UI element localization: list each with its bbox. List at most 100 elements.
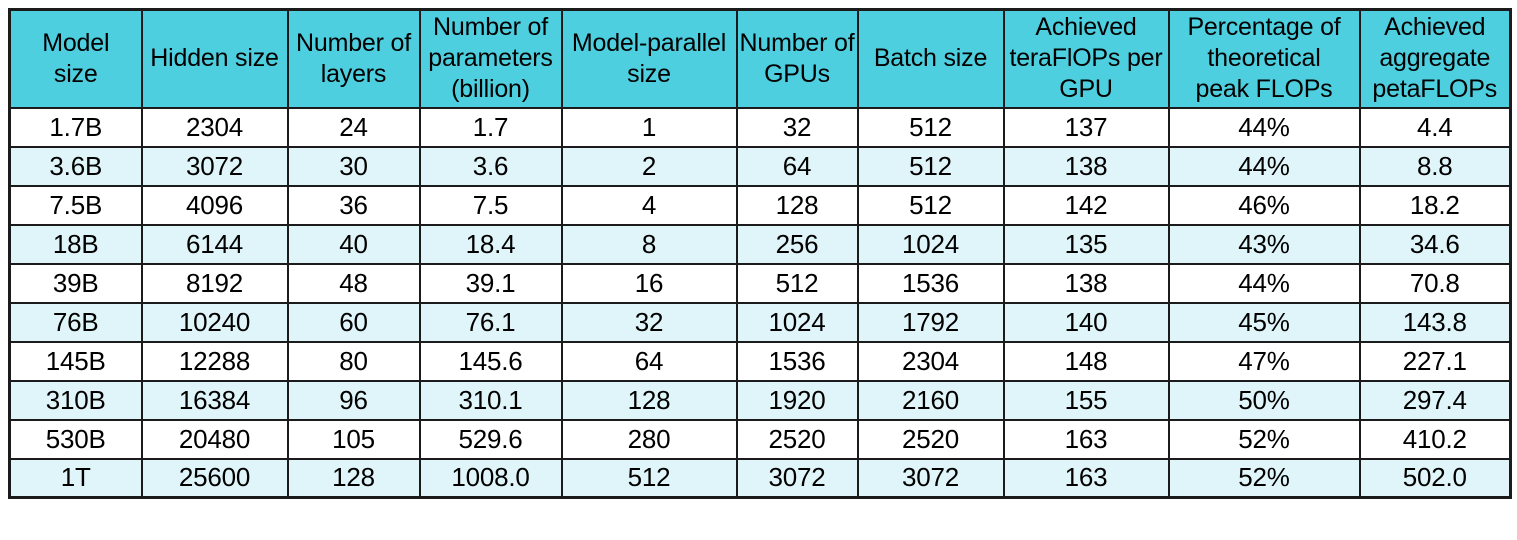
table-cell: 18.4 xyxy=(418,223,563,265)
table-cell: 32 xyxy=(560,301,738,343)
table-cell: 155 xyxy=(1002,379,1170,421)
table-cell: 512 xyxy=(856,184,1005,226)
column-header-9: Percentage of theoretical peak FLOPs xyxy=(1167,8,1361,109)
table-cell: 310B xyxy=(8,379,143,421)
column-header-3: Number of layers xyxy=(286,8,421,109)
table-cell: 44% xyxy=(1167,145,1361,187)
table-row-1T: 1T 25600 128 1008.0 512 3072 3072 163 52% 502.0 xyxy=(8,457,1512,499)
table-cell: 76.1 xyxy=(418,301,563,343)
table-cell: 7.5B xyxy=(8,184,143,226)
table-cell: 3072 xyxy=(735,457,859,499)
table-cell: 50% xyxy=(1167,379,1361,421)
table-cell: 4096 xyxy=(140,184,289,226)
column-header-1: Model size xyxy=(8,8,143,109)
table-cell: 163 xyxy=(1002,418,1170,460)
table-row-3.6B: 3.6B 3072 30 3.6 2 64 512 138 44% 8.8 xyxy=(8,145,1512,187)
table-cell: 512 xyxy=(735,262,859,304)
model-scaling-results-table: Model size Hidden size Number of layers Numbe… xyxy=(8,8,1512,499)
table-cell: 8.8 xyxy=(1358,145,1512,187)
table-row-7.5B: 7.5B 4096 36 7.5 4 128 512 142 46% 18.2 xyxy=(8,184,1512,226)
table-cell: 52% xyxy=(1167,457,1361,499)
table-cell: 40 xyxy=(286,223,421,265)
table-cell: 1.7B xyxy=(8,106,143,148)
table-cell: 34.6 xyxy=(1358,223,1512,265)
table-cell: 1536 xyxy=(856,262,1005,304)
table-cell: 227.1 xyxy=(1358,340,1512,382)
column-header-5: Model-parallel size xyxy=(560,8,738,109)
table-cell: 16384 xyxy=(140,379,289,421)
table-cell: 502.0 xyxy=(1358,457,1512,499)
column-header-4: Number of parameters (billion) xyxy=(418,8,563,109)
table-cell: 64 xyxy=(560,340,738,382)
table-cell: 48 xyxy=(286,262,421,304)
table-cell: 39B xyxy=(8,262,143,304)
table-cell: 80 xyxy=(286,340,421,382)
table-cell: 8192 xyxy=(140,262,289,304)
column-header-6: Number of GPUs xyxy=(735,8,859,109)
table-cell: 143.8 xyxy=(1358,301,1512,343)
table-cell: 1 xyxy=(560,106,738,148)
table-cell: 52% xyxy=(1167,418,1361,460)
table-cell: 148 xyxy=(1002,340,1170,382)
table-cell: 297.4 xyxy=(1358,379,1512,421)
table-cell: 45% xyxy=(1167,301,1361,343)
table-cell: 1536 xyxy=(735,340,859,382)
table-cell: 39.1 xyxy=(418,262,563,304)
table-cell: 2520 xyxy=(856,418,1005,460)
table-cell: 310.1 xyxy=(418,379,563,421)
column-header-7: Batch size xyxy=(856,8,1005,109)
table-cell: 1008.0 xyxy=(418,457,563,499)
table-cell: 135 xyxy=(1002,223,1170,265)
column-header-2: Hidden size xyxy=(140,8,289,109)
table-row-18B: 18B 6144 40 18.4 8 256 1024 135 43% 34.6 xyxy=(8,223,1512,265)
table-cell: 4.4 xyxy=(1358,106,1512,148)
table-cell: 47% xyxy=(1167,340,1361,382)
table-cell: 3.6 xyxy=(418,145,563,187)
table-cell: 128 xyxy=(560,379,738,421)
table-cell: 529.6 xyxy=(418,418,563,460)
table-cell: 138 xyxy=(1002,262,1170,304)
table-cell: 2304 xyxy=(856,340,1005,382)
table-cell: 4 xyxy=(560,184,738,226)
table-cell: 3.6B xyxy=(8,145,143,187)
table-cell: 145B xyxy=(8,340,143,382)
table-cell: 70.8 xyxy=(1358,262,1512,304)
table-cell: 44% xyxy=(1167,262,1361,304)
table-row-530B: 530B 20480 105 529.6 280 2520 2520 163 52% 410.2 xyxy=(8,418,1512,460)
table-cell: 7.5 xyxy=(418,184,563,226)
table-cell: 2160 xyxy=(856,379,1005,421)
table-cell: 16 xyxy=(560,262,738,304)
table-cell: 163 xyxy=(1002,457,1170,499)
table-cell: 138 xyxy=(1002,145,1170,187)
table-cell: 1T xyxy=(8,457,143,499)
table-cell: 512 xyxy=(856,145,1005,187)
table-cell: 18.2 xyxy=(1358,184,1512,226)
table-cell: 410.2 xyxy=(1358,418,1512,460)
table-row-76B: 76B 10240 60 76.1 32 1024 1792 140 45% 143.8 xyxy=(8,301,1512,343)
column-header-10: Achieved aggregate petaFLOPs xyxy=(1358,8,1512,109)
table-cell: 256 xyxy=(735,223,859,265)
table-cell: 25600 xyxy=(140,457,289,499)
table-cell: 128 xyxy=(286,457,421,499)
table-cell: 60 xyxy=(286,301,421,343)
table-cell: 1024 xyxy=(856,223,1005,265)
table-body: 1.7B 2304 24 1.7 1 32 512 137 44% 4.4 3.6B 3072 30 3.… xyxy=(8,106,1512,499)
table-cell: 43% xyxy=(1167,223,1361,265)
table-cell: 12288 xyxy=(140,340,289,382)
table-row-145B: 145B 12288 80 145.6 64 1536 2304 148 47% 227.1 xyxy=(8,340,1512,382)
table-cell: 1024 xyxy=(735,301,859,343)
table-cell: 145.6 xyxy=(418,340,563,382)
table-cell: 2 xyxy=(560,145,738,187)
table-cell: 530B xyxy=(8,418,143,460)
table-header: Model size Hidden size Number of layers Numbe… xyxy=(8,8,1512,109)
table-cell: 1920 xyxy=(735,379,859,421)
table-row-1.7B: 1.7B 2304 24 1.7 1 32 512 137 44% 4.4 xyxy=(8,106,1512,148)
table-row-39B: 39B 8192 48 39.1 16 512 1536 138 44% 70.8 xyxy=(8,262,1512,304)
table-cell: 140 xyxy=(1002,301,1170,343)
header-row: Model size Hidden size Number of layers Numbe… xyxy=(8,8,1512,109)
table-cell: 128 xyxy=(735,184,859,226)
table-cell: 10240 xyxy=(140,301,289,343)
table-cell: 32 xyxy=(735,106,859,148)
table-cell: 18B xyxy=(8,223,143,265)
table-cell: 2304 xyxy=(140,106,289,148)
